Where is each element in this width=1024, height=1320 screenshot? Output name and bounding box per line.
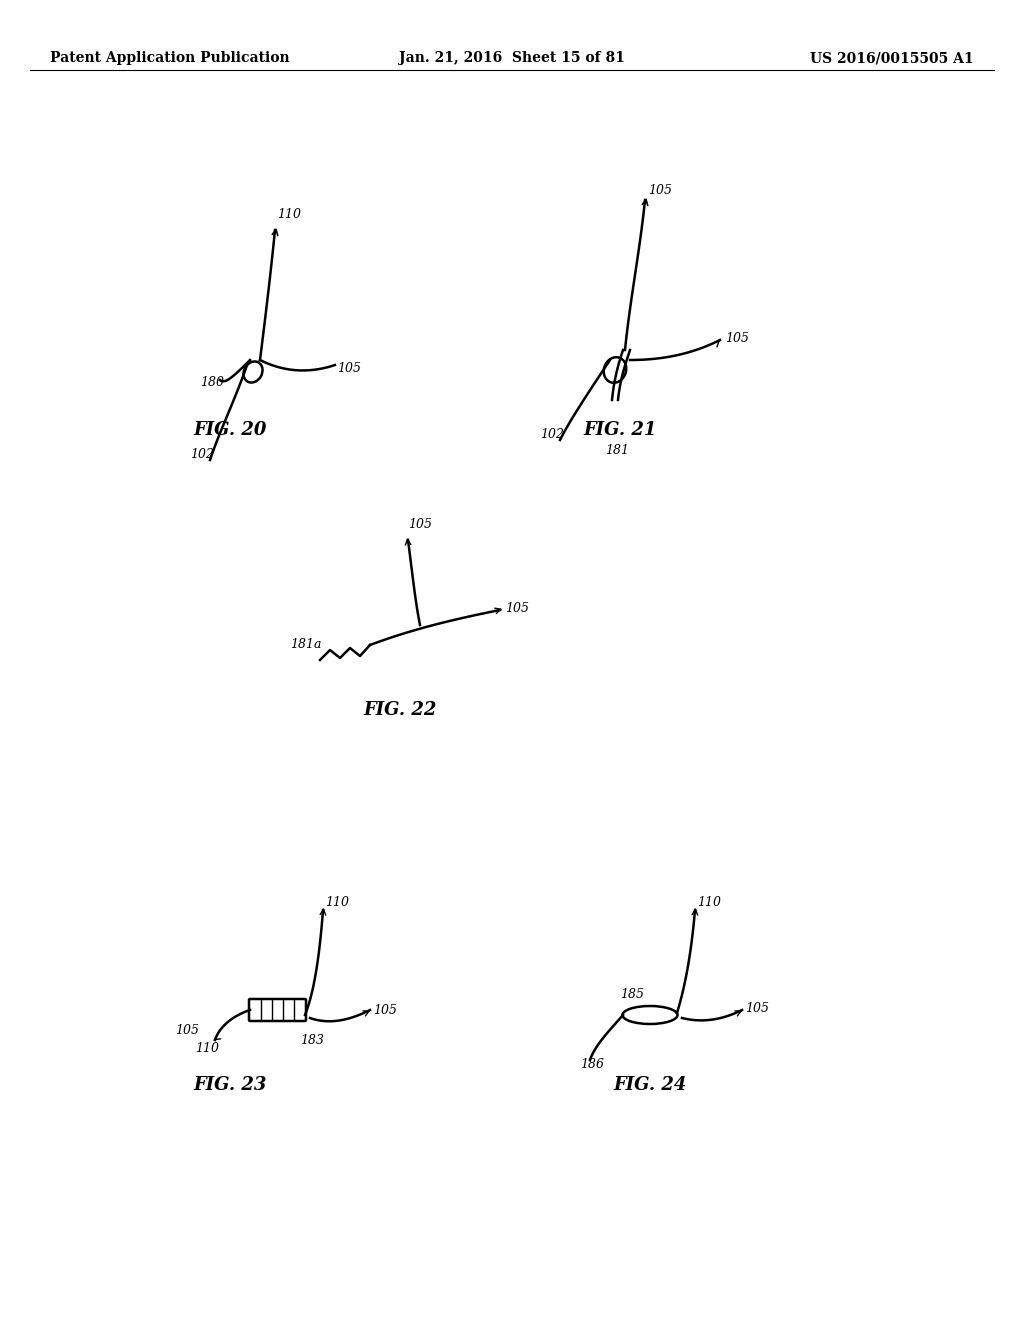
Text: Jan. 21, 2016  Sheet 15 of 81: Jan. 21, 2016 Sheet 15 of 81 [399,51,625,65]
Text: 105: 105 [175,1023,199,1036]
Text: 180: 180 [200,375,224,388]
Text: 105: 105 [725,331,749,345]
Text: FIG. 22: FIG. 22 [364,701,436,719]
Text: 105: 105 [373,1003,397,1016]
Text: 183: 183 [300,1034,324,1047]
FancyBboxPatch shape [249,999,306,1020]
Text: US 2016/0015505 A1: US 2016/0015505 A1 [810,51,974,65]
Text: 186: 186 [580,1059,604,1072]
Text: 110: 110 [697,895,721,908]
Text: 181: 181 [605,444,629,457]
Text: FIG. 20: FIG. 20 [194,421,266,440]
Text: 105: 105 [408,519,432,532]
Ellipse shape [623,1006,678,1024]
Text: FIG. 23: FIG. 23 [194,1076,266,1094]
Text: 110: 110 [195,1041,219,1055]
Text: 110: 110 [278,209,301,222]
Text: 102: 102 [540,429,564,441]
Text: FIG. 24: FIG. 24 [613,1076,687,1094]
Text: 105: 105 [337,362,361,375]
Text: 105: 105 [745,1002,769,1015]
Text: 110: 110 [325,895,349,908]
Text: 185: 185 [620,989,644,1002]
Text: 105: 105 [505,602,529,615]
Text: 105: 105 [648,183,672,197]
Text: 181a: 181a [290,639,322,652]
Text: 102: 102 [190,449,214,462]
Text: FIG. 21: FIG. 21 [584,421,656,440]
Text: Patent Application Publication: Patent Application Publication [50,51,290,65]
